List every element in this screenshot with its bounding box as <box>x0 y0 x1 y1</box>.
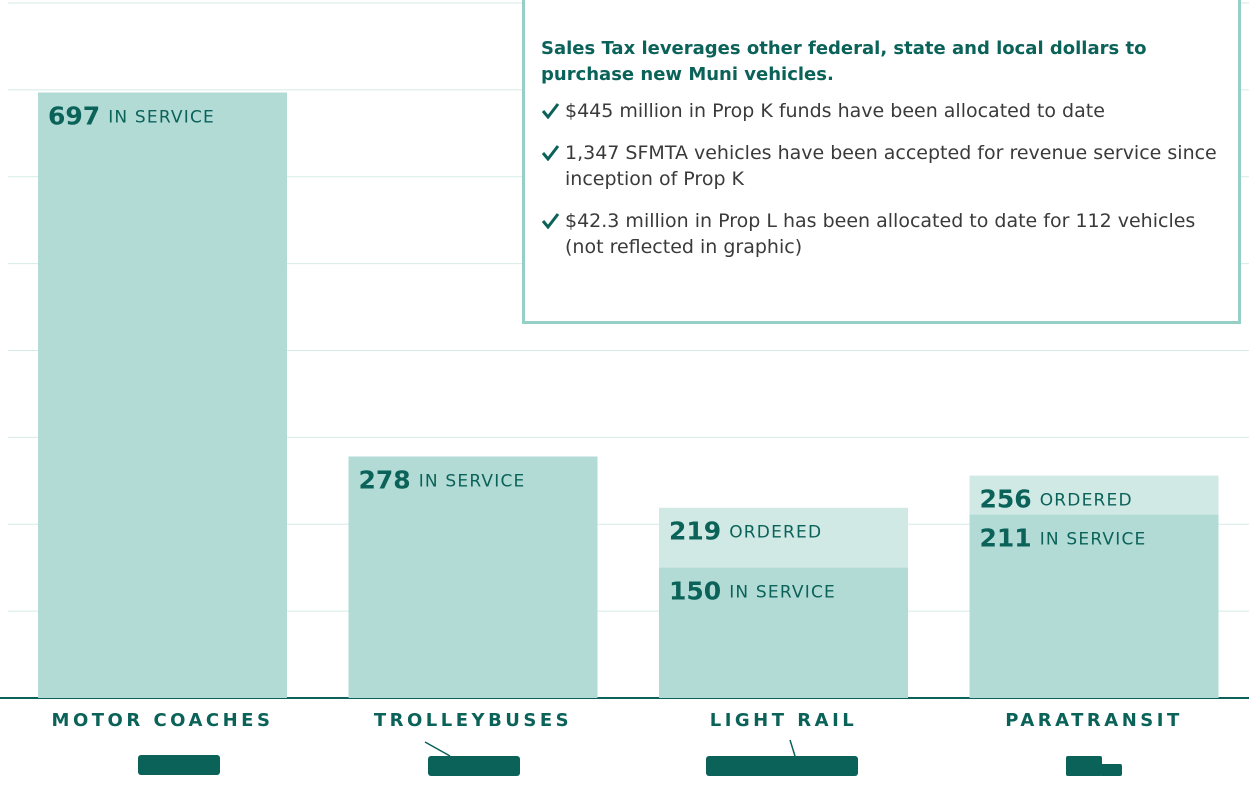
bus-icon <box>138 755 220 775</box>
data-label: 278 IN SERVICE <box>359 465 526 494</box>
check-icon <box>541 103 559 119</box>
bullet-text: 1,347 SFMTA vehicles have been accepted … <box>565 142 1217 190</box>
bar <box>348 456 598 698</box>
bullet-text: $445 million in Prop K funds have been a… <box>565 100 1105 122</box>
data-label: 150 IN SERVICE <box>669 577 836 606</box>
x-tick-label: LIGHT RAIL <box>710 710 858 731</box>
trolleybus-icon <box>428 756 520 776</box>
icons <box>138 739 1122 776</box>
data-label: 697 IN SERVICE <box>48 101 215 130</box>
label-value: 256 <box>980 485 1032 514</box>
data-label: 256 ORDERED <box>980 485 1133 514</box>
label-value: 150 <box>669 577 721 606</box>
check-icon <box>541 213 559 229</box>
label-series: ORDERED <box>729 523 822 543</box>
label-series: ORDERED <box>1040 491 1133 511</box>
trolley-pole <box>424 741 451 757</box>
plot: 697 IN SERVICE MOTOR COACHES 278 IN SERVICE T… <box>0 2 1249 731</box>
bullet-text: $42.3 million in Prop L has been allocat… <box>565 210 1196 258</box>
data-label: 219 ORDERED <box>669 517 822 546</box>
lightrail-icon <box>706 756 858 776</box>
bar <box>38 92 287 698</box>
label-value: 697 <box>48 101 100 130</box>
label-value: 219 <box>669 517 721 546</box>
paratransit-icon <box>1066 756 1102 776</box>
info-box: Sales Tax leverages other federal, state… <box>522 0 1241 324</box>
check-icon <box>541 145 559 161</box>
label-series: IN SERVICE <box>108 107 215 127</box>
label-series: IN SERVICE <box>729 583 836 603</box>
x-tick-label: MOTOR COACHES <box>52 710 274 731</box>
bullet: $42.3 million in Prop L has been allocat… <box>541 208 1222 260</box>
bullet: $445 million in Prop K funds have been a… <box>541 98 1222 124</box>
data-label: 211 IN SERVICE <box>980 524 1147 553</box>
bullet: 1,347 SFMTA vehicles have been accepted … <box>541 140 1222 192</box>
bullet-list: $445 million in Prop K funds have been a… <box>541 98 1222 260</box>
bar <box>969 514 1219 698</box>
info-title: Sales Tax leverages other federal, state… <box>541 38 1147 85</box>
pantograph <box>789 739 796 757</box>
x-tick-label: TROLLEYBUSES <box>374 710 572 731</box>
label-series: IN SERVICE <box>1040 530 1147 550</box>
x-tick-label: PARATRANSIT <box>1005 710 1182 731</box>
label-value: 211 <box>980 524 1032 553</box>
bar <box>659 567 908 698</box>
paratransit-hood <box>1100 764 1122 776</box>
label-value: 278 <box>359 465 411 494</box>
label-series: IN SERVICE <box>419 471 526 491</box>
